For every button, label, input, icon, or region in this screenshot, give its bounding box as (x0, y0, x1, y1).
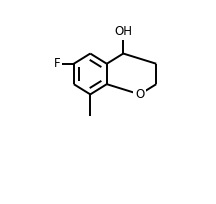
Text: O: O (135, 88, 144, 101)
Text: OH: OH (114, 25, 132, 38)
Text: F: F (54, 57, 61, 70)
